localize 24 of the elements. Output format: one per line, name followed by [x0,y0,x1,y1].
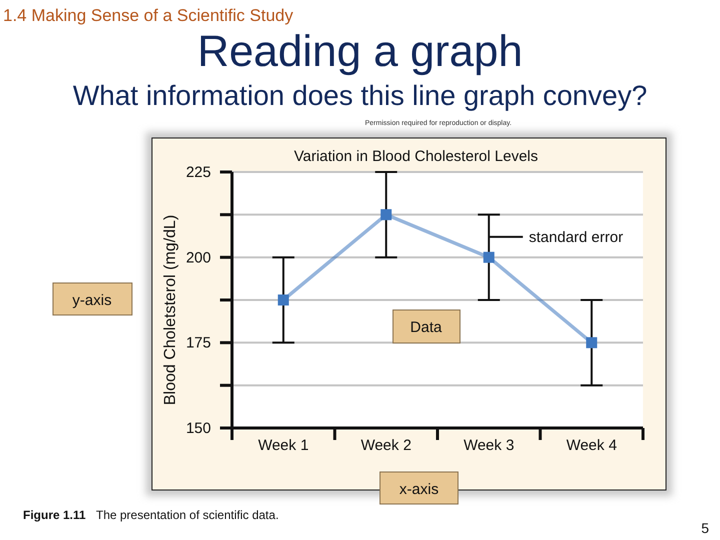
point [278,294,289,306]
text: The presentation of scientific data. [96,508,279,522]
annotation: standard error [528,228,624,246]
text: y-axis [72,292,112,309]
x-tick-label: Week 4 [566,437,617,454]
point [586,337,598,348]
y-tick-label: 200 [186,249,211,266]
x-tick-label: Week 2 [360,437,412,454]
x-tick-label: Week 3 [464,437,514,454]
chart-title: Variation in Blood Cholesterol Levels [294,148,538,165]
text: 5 [701,520,710,536]
text: x-axis [399,481,439,498]
point [483,252,494,263]
x-tick-label: Week 1 [258,437,309,454]
y-tick-label: 150 [186,420,211,437]
text: 1.4 Making Sense of a Scientific Study [3,6,294,25]
y-axis-title: Blood Choletsterol (mg/dL) [162,214,179,406]
text: Reading a graph [197,27,523,76]
caption: Figure 1.11 [23,508,86,522]
y-tick-label: 225 [186,164,211,181]
point [380,209,392,220]
annotation: Data [410,319,442,336]
y-tick-label: 175 [186,334,211,352]
text: What information does this line graph convey? [72,80,648,111]
